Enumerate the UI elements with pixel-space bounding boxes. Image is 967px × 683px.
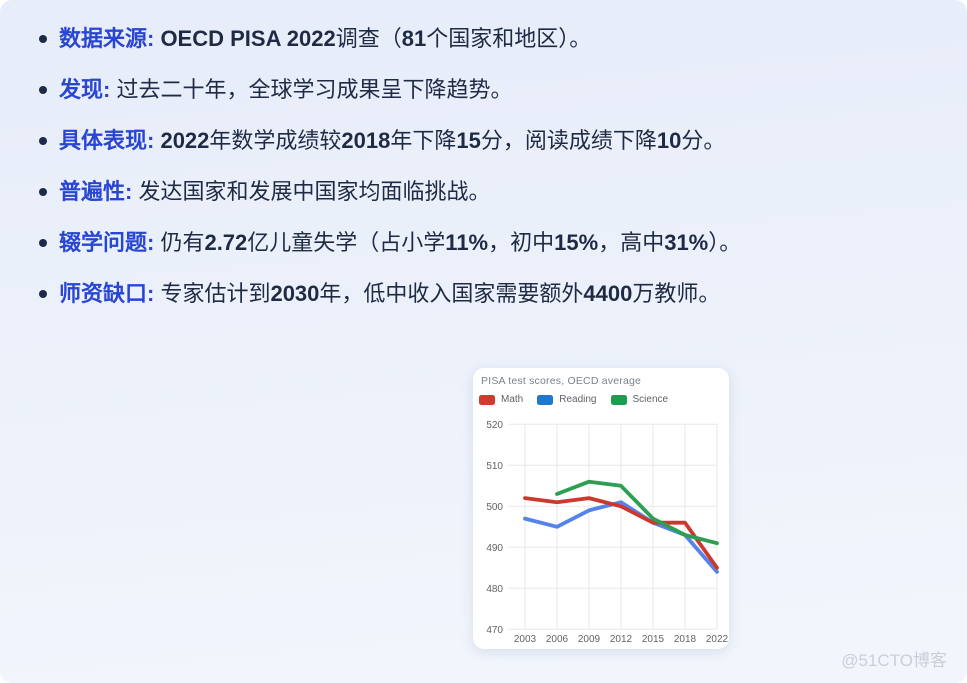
- bullet-text: ）。: [708, 230, 742, 255]
- bullet-text: 年，低中收入国家需要额外: [319, 281, 584, 306]
- bullet-item: 发现: 过去二十年，全球学习成果呈下降趋势。: [38, 76, 927, 103]
- bullet-label: 普遍性:: [59, 179, 133, 204]
- bullet-text: 15: [456, 128, 481, 153]
- bullet-text: 11%: [445, 230, 489, 255]
- chart-card: 470 480 490 500 510 520 2003 2006 2009 2012 2015 20…: [473, 368, 729, 649]
- bullet-dot-icon: [39, 188, 47, 196]
- bullet-text: 过去二十年，全球学习成果呈下降趋势。: [110, 77, 513, 102]
- bullet-item: 辍学问题: 仍有2.72亿儿童失学（占小学11%，初中15%，高中31%）。: [38, 229, 927, 256]
- legend-label: Science: [632, 394, 669, 405]
- bullet-text: 亿儿童失学（占小学: [247, 230, 446, 255]
- bullet-dot-icon: [39, 290, 47, 298]
- bullet-text: 2.72: [204, 230, 248, 255]
- bullet-text: 调查（: [335, 26, 402, 51]
- legend-swatch-icon: [537, 394, 554, 405]
- y-tick-label: 510: [486, 461, 503, 472]
- bullet-item: 师资缺口: 专家估计到2030年，低中收入国家需要额外4400万教师。: [38, 280, 927, 307]
- chart-svg: 470 480 490 500 510 520 2003 2006 2009 2012 2015 20…: [486, 420, 729, 645]
- bullet-text: 2030: [270, 281, 320, 306]
- bullet-text: OECD PISA 2022: [154, 26, 336, 51]
- bullet-text: 分。: [681, 128, 726, 153]
- bullet-text: 分，阅读成绩下降: [480, 128, 657, 153]
- bullet-text: 年下降: [390, 128, 457, 153]
- y-tick-label: 520: [486, 420, 503, 431]
- bullet-text: 2022: [160, 128, 210, 153]
- chart-legend: Math Reading Science: [479, 394, 668, 405]
- legend-label: Math: [501, 394, 524, 405]
- bullet-text: 81: [401, 26, 427, 51]
- x-tick-label: 2018: [674, 634, 697, 645]
- y-tick-label: 500: [486, 502, 503, 513]
- x-tick-label: 2022: [706, 634, 729, 645]
- y-tick-label: 470: [486, 625, 503, 636]
- bullet-text: 15%: [554, 230, 599, 255]
- bullet-item: 具体表现: 2022年数学成绩较2018年下降15分，阅读成绩下降10分。: [38, 127, 927, 154]
- bullet-label: 发现:: [59, 77, 111, 102]
- bullet-label: 辍学问题:: [59, 230, 155, 255]
- x-tick-label: 2012: [610, 634, 633, 645]
- bullet-dot-icon: [39, 35, 47, 43]
- bullet-item: 数据来源: OECD PISA 2022调查（81个国家和地区）。: [38, 25, 927, 52]
- bullet-text: 发达国家和发展中国家均面临挑战。: [132, 179, 491, 204]
- bullet-dot-icon: [39, 137, 47, 145]
- bullet-text: 年数学成绩较: [209, 128, 342, 153]
- bullet-text: 10: [656, 128, 682, 153]
- bullet-label: 数据来源:: [59, 26, 155, 51]
- bullet-text: 4400: [583, 281, 633, 306]
- x-tick-label: 2003: [514, 634, 537, 645]
- bullet-text: 专家估计到: [154, 281, 271, 306]
- x-tick-label: 2015: [642, 634, 665, 645]
- legend-item: Math: [479, 394, 523, 405]
- y-tick-label: 480: [486, 584, 503, 595]
- bullet-list: 数据来源: OECD PISA 2022调查（81个国家和地区）。 发现: 过去二…: [38, 25, 927, 331]
- bullet-text: 个国家和地区）。: [426, 26, 592, 51]
- bullet-text: 2018: [341, 128, 391, 153]
- bullet-text: 31%: [664, 230, 709, 255]
- legend-swatch-icon: [479, 394, 495, 405]
- legend-swatch-icon: [610, 394, 627, 405]
- bullet-label: 师资缺口:: [59, 281, 155, 306]
- bullet-text: 万教师。: [632, 281, 721, 306]
- series-line-science: [555, 479, 719, 546]
- legend-item: Reading: [537, 394, 597, 405]
- bullet-text: ，初中: [488, 230, 555, 255]
- watermark: @51CTO博客: [841, 651, 947, 670]
- x-tick-label: 2009: [578, 634, 601, 645]
- x-tick-label: 2006: [546, 634, 569, 645]
- bullet-text: 仍有: [154, 230, 205, 255]
- chart-title: PISA test scores, OECD average: [481, 375, 642, 387]
- bullet-item: 普遍性: 发达国家和发展中国家均面临挑战。: [38, 178, 927, 205]
- bullet-dot-icon: [39, 86, 47, 94]
- bullet-label: 具体表现:: [59, 128, 155, 153]
- bullet-text: ，高中: [598, 230, 665, 255]
- y-tick-label: 490: [486, 543, 503, 554]
- bullet-dot-icon: [39, 239, 47, 247]
- series-line-math: [523, 496, 719, 570]
- legend-item: Science: [610, 394, 669, 405]
- legend-label: Reading: [559, 394, 597, 405]
